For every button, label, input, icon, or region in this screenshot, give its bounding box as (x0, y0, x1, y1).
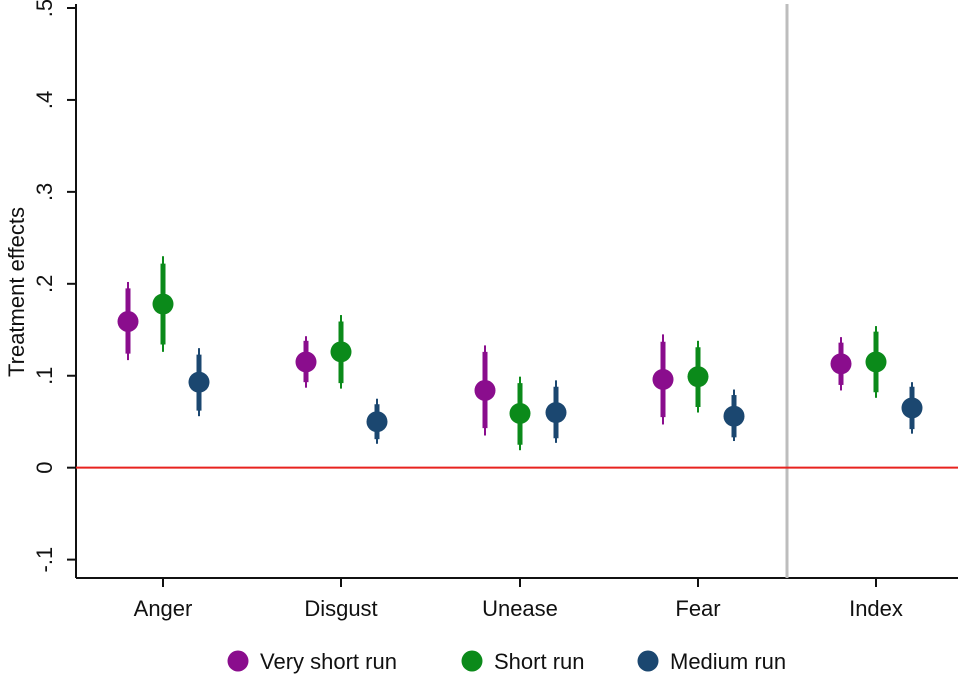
x-tick-label: Disgust (304, 596, 377, 621)
point-medium-run-fear (723, 405, 745, 427)
x-tick-label: Index (849, 596, 903, 621)
legend: Very short run Short run Medium run (227, 649, 786, 674)
x-tick-label: Unease (482, 596, 558, 621)
legend-label-short-run: Short run (494, 649, 585, 674)
point-medium-run-unease (545, 402, 567, 424)
point-medium-run-anger (188, 371, 210, 393)
y-tick-label: 0 (32, 462, 57, 474)
point-short-run-index (865, 351, 887, 373)
point-medium-run-disgust (366, 411, 388, 433)
point-short-run-fear (687, 366, 709, 388)
y-tick-label: .1 (32, 367, 57, 385)
legend-marker-very-short-run (227, 650, 249, 672)
point-very-short-run-index (830, 353, 852, 375)
y-tick-label: .2 (32, 275, 57, 293)
point-short-run-unease (509, 402, 531, 424)
point-very-short-run-anger (117, 311, 139, 332)
x-tick-label: Fear (675, 596, 720, 621)
x-tick-label: Anger (134, 596, 193, 621)
marks-layer (117, 256, 923, 451)
legend-marker-medium-run (637, 650, 659, 672)
point-short-run-disgust (330, 341, 352, 363)
y-axis-title: Treatment effects (4, 207, 29, 377)
point-very-short-run-unease (474, 379, 496, 401)
legend-marker-short-run (461, 650, 483, 672)
legend-label-very-short-run: Very short run (260, 649, 397, 674)
legend-label-medium-run: Medium run (670, 649, 786, 674)
y-tick-label: .5 (32, 0, 57, 17)
point-short-run-anger (152, 293, 174, 315)
y-tick-label: .4 (32, 91, 57, 109)
point-medium-run-index (901, 397, 923, 419)
y-tick-label: .3 (32, 183, 57, 201)
point-very-short-run-disgust (295, 351, 317, 373)
axes-layer: -.1 0 .1 .2 .3 .4 .5 Treatment effects Anger Disg… (4, 0, 958, 621)
point-very-short-run-fear (652, 368, 674, 390)
y-tick-label: -.1 (32, 547, 57, 573)
